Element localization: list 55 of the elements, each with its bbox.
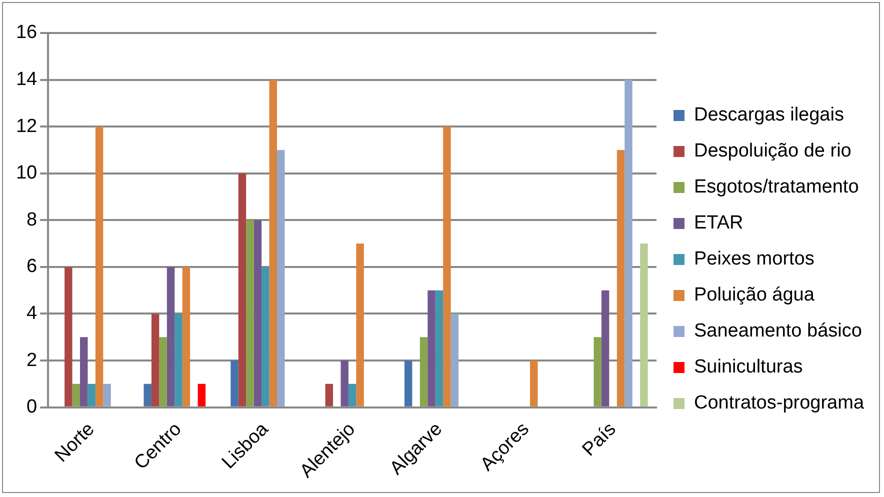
bar: [64, 266, 72, 406]
bar: [246, 220, 254, 406]
bar: [144, 384, 152, 406]
y-tick-label: 8: [26, 209, 38, 230]
y-tick-label: 14: [16, 69, 38, 90]
bar: [238, 173, 246, 406]
bar: [159, 337, 167, 406]
bar: [450, 314, 459, 406]
bar: [230, 360, 238, 406]
bar: [640, 244, 648, 406]
legend-label: Contratos-programa: [694, 392, 864, 414]
bar: [80, 337, 88, 406]
y-tick-label: 16: [16, 22, 38, 44]
bar: [88, 384, 96, 406]
legend-label: Peixes mortos: [694, 248, 814, 270]
legend-label: ETAR: [694, 212, 744, 234]
legend-label: Suiniculturas: [694, 356, 803, 378]
bar: [404, 360, 412, 406]
bar: [95, 126, 104, 406]
bar: [72, 384, 80, 406]
legend-label: Poluição água: [694, 284, 815, 306]
bar: [182, 266, 190, 406]
bar: [151, 314, 160, 406]
bar: [348, 384, 356, 406]
y-tick-label: 10: [16, 162, 38, 184]
bar: [262, 266, 270, 406]
bar: [254, 220, 262, 406]
y-tick-label: 4: [26, 302, 38, 324]
bar: [198, 384, 206, 406]
bar: [276, 150, 285, 406]
bar: [420, 337, 428, 406]
x-tick-label: País: [578, 418, 620, 461]
y-tick-label: 6: [26, 256, 38, 278]
legend-label: Esgotos/tratamento: [694, 176, 859, 198]
bar: [356, 244, 364, 406]
bar: [325, 384, 334, 406]
bar: [174, 314, 182, 406]
y-tick-label: 2: [26, 350, 38, 371]
bar: [103, 384, 111, 406]
bar: [601, 290, 610, 406]
bar: [594, 337, 602, 406]
bar: [435, 290, 444, 406]
bar: [616, 150, 625, 406]
bar: [443, 126, 451, 406]
y-tick-label: 0: [26, 396, 38, 418]
bar: [624, 80, 632, 406]
bar: [269, 80, 277, 406]
bar: [340, 360, 348, 406]
legend-label: Descargas ilegais: [694, 104, 844, 126]
legend-label: Saneamento básico: [694, 320, 862, 342]
bar: [428, 290, 436, 406]
bar: [166, 266, 175, 406]
y-tick-label: 12: [16, 116, 38, 137]
legend-label: Despoluição de rio: [694, 140, 852, 162]
bar: [530, 360, 538, 406]
